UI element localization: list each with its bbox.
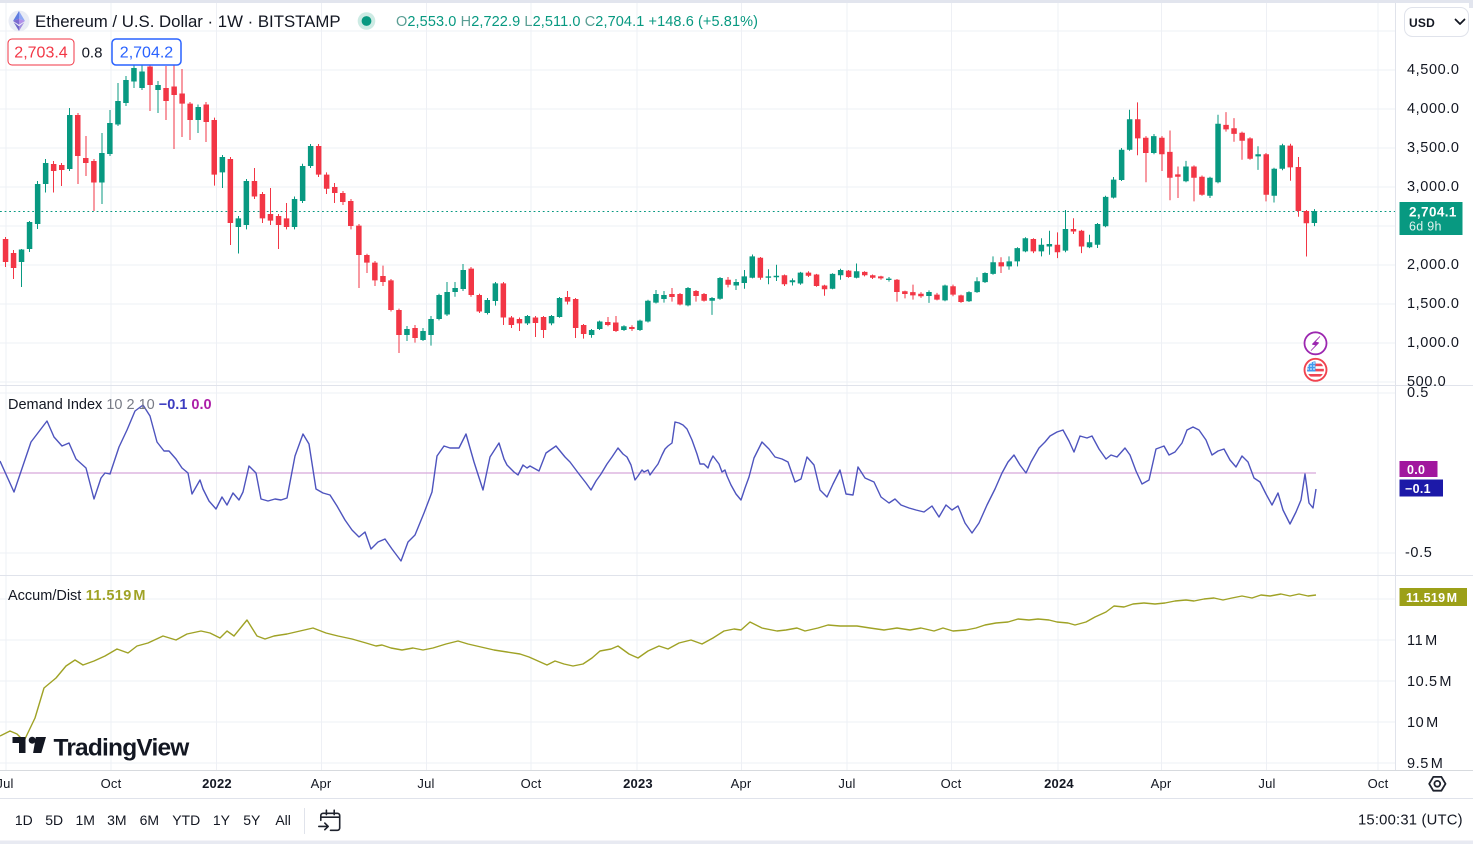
- svg-text:6M: 6M: [140, 812, 159, 828]
- svg-text:O2,553.0 H2,722.9 L2,511.0 C2,: O2,553.0 H2,722.9 L2,511.0 C2,704.1 +148…: [396, 14, 758, 30]
- svg-text:Jul: Jul: [417, 776, 434, 791]
- svg-text:11.519 M: 11.519 M: [1406, 591, 1457, 605]
- svg-text:Jul: Jul: [0, 776, 14, 791]
- svg-text:0.8: 0.8: [82, 45, 103, 62]
- svg-text:Oct: Oct: [521, 776, 542, 791]
- svg-text:2,000.0: 2,000.0: [1407, 257, 1460, 273]
- svg-text:10.5 M: 10.5 M: [1407, 674, 1452, 690]
- svg-text:3,500.0: 3,500.0: [1407, 140, 1460, 156]
- svg-text:9.5 M: 9.5 M: [1407, 756, 1443, 772]
- svg-text:Jul: Jul: [838, 776, 855, 791]
- svg-text:Oct: Oct: [101, 776, 122, 791]
- svg-text:1M: 1M: [75, 812, 94, 828]
- svg-text:3,000.0: 3,000.0: [1407, 179, 1460, 195]
- svg-text:2,704.1: 2,704.1: [1409, 204, 1457, 219]
- svg-text:Oct: Oct: [1368, 776, 1389, 791]
- svg-text:−0.1: −0.1: [1405, 482, 1431, 496]
- svg-text:2023: 2023: [623, 776, 653, 791]
- svg-text:Ethereum / U.S. Dollar · 1W ·: Ethereum / U.S. Dollar · 1W · BITSTAMP: [35, 12, 341, 31]
- svg-text:Jul: Jul: [1258, 776, 1275, 791]
- svg-text:Demand Index 10 2 10 −0.1 0.0: Demand Index 10 2 10 −0.1 0.0: [8, 397, 212, 413]
- svg-text:500.0: 500.0: [1407, 374, 1446, 390]
- svg-text:2,703.4: 2,703.4: [14, 45, 67, 62]
- svg-text:0.5: 0.5: [1407, 385, 1429, 401]
- svg-text:YTD: YTD: [172, 812, 200, 828]
- svg-text:Accum/Dist 11.519 M: Accum/Dist 11.519 M: [8, 588, 146, 604]
- svg-text:1D: 1D: [15, 812, 33, 828]
- svg-text:15:00:31 (UTC): 15:00:31 (UTC): [1358, 813, 1463, 829]
- svg-text:2,704.2: 2,704.2: [120, 45, 173, 62]
- svg-text:1,500.0: 1,500.0: [1407, 296, 1460, 312]
- svg-text:USD: USD: [1409, 16, 1435, 30]
- svg-text:4,500.0: 4,500.0: [1407, 62, 1460, 78]
- svg-text:4,000.0: 4,000.0: [1407, 101, 1460, 117]
- svg-text:5Y: 5Y: [243, 812, 261, 828]
- svg-text:3M: 3M: [107, 812, 126, 828]
- svg-text:0.0: 0.0: [1407, 463, 1425, 477]
- svg-text:11 M: 11 M: [1407, 633, 1438, 649]
- svg-text:TradingView: TradingView: [54, 735, 191, 762]
- svg-text:All: All: [275, 812, 291, 828]
- svg-text:Oct: Oct: [941, 776, 962, 791]
- svg-text:5D: 5D: [45, 812, 63, 828]
- svg-text:2022: 2022: [202, 776, 232, 791]
- svg-text:Apr: Apr: [311, 776, 332, 791]
- svg-text:6d 9h: 6d 9h: [1409, 219, 1442, 233]
- svg-text:1,000.0: 1,000.0: [1407, 335, 1460, 351]
- svg-text:-0.5: -0.5: [1405, 545, 1432, 561]
- svg-text:Apr: Apr: [1151, 776, 1172, 791]
- svg-text:10 M: 10 M: [1407, 715, 1439, 731]
- svg-text:1Y: 1Y: [213, 812, 231, 828]
- svg-text:2024: 2024: [1044, 776, 1074, 791]
- svg-text:Apr: Apr: [731, 776, 752, 791]
